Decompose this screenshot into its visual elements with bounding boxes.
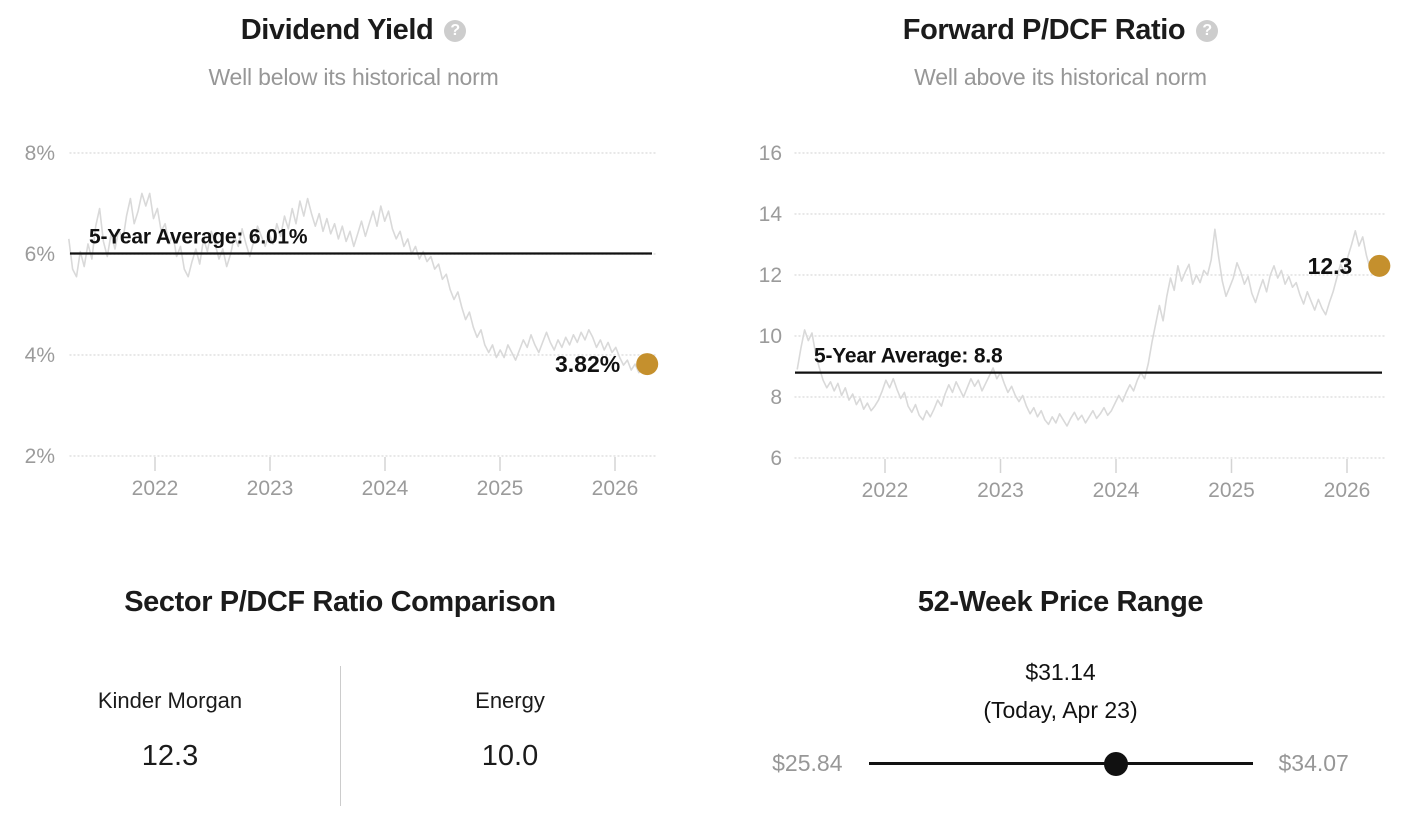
current-value-label: 3.82% [555, 351, 620, 377]
price-range-panel: 52-Week Price Range $31.14 (Today, Apr 2… [707, 570, 1414, 826]
x-axis-label: 2025 [477, 477, 524, 500]
sector-column: Energy 10.0 [340, 664, 680, 773]
dividend-yield-header: Dividend Yield ? [0, 14, 707, 47]
y-axis-label: 8 [770, 386, 782, 409]
help-icon[interactable]: ? [1196, 19, 1219, 42]
price-range-title: 52-Week Price Range [917, 586, 1204, 618]
current-price: $31.14 [1025, 659, 1096, 685]
x-axis-label: 2026 [1324, 479, 1371, 502]
forward-pdcf-line [796, 228, 1379, 427]
y-axis-label: 10 [759, 325, 782, 348]
dividend-yield-current-dot [636, 353, 659, 376]
forward-pdcf-chart: 16 14 12 10 8 6 2022 2023 2024 2025 2026 5-Year Ave… [759, 142, 1391, 502]
forward-pdcf-title: Forward P/DCF Ratio [902, 14, 1186, 46]
y-axis-label: 12 [759, 264, 782, 287]
range-track [868, 751, 1253, 776]
range-low-label: $25.84 [772, 750, 843, 776]
current-price-date: (Today, Apr 23) [983, 697, 1138, 723]
y-axis-label: 14 [759, 203, 783, 226]
dividend-yield-subtitle: Well below its historical norm [208, 64, 499, 90]
average-label: 5-Year Average: 6.01% [89, 225, 308, 248]
x-axis-label: 2024 [362, 477, 409, 500]
y-axis-label: 16 [759, 142, 782, 165]
x-axis-label: 2022 [862, 479, 909, 502]
y-axis-label: 6 [770, 447, 782, 470]
current-value-label: 12.3 [1308, 253, 1353, 279]
average-label: 5-Year Average: 8.8 [814, 345, 1003, 368]
dividend-yield-chart: 8% 6% 4% 2% 2022 2023 2024 2025 2026 5-Year Avera… [25, 142, 659, 500]
current-price-marker [1103, 751, 1128, 776]
forward-pdcf-panel: Forward P/DCF Ratio ? Well above its his… [707, 0, 1414, 540]
dividend-yield-title: Dividend Yield [240, 14, 434, 46]
sector-comparison-columns: Kinder Morgan 12.3 Energy 10.0 [0, 664, 680, 773]
y-axis-label: 6% [25, 243, 55, 266]
x-axis-label: 2024 [1093, 479, 1140, 502]
forward-pdcf-current-dot [1368, 254, 1391, 277]
sector-label: Energy [475, 688, 545, 713]
dividend-yield-line [68, 192, 648, 374]
range-high-label: $34.07 [1278, 750, 1349, 776]
help-icon[interactable]: ? [444, 19, 467, 42]
forward-pdcf-subtitle: Well above its historical norm [914, 64, 1207, 90]
x-axis-label: 2026 [592, 477, 639, 500]
x-axis-label: 2022 [132, 477, 179, 500]
y-axis-label: 8% [25, 142, 55, 165]
x-axis-label: 2025 [1208, 479, 1255, 502]
company-value: 12.3 [141, 740, 199, 772]
forward-pdcf-header: Forward P/DCF Ratio ? [707, 14, 1414, 47]
y-axis-label: 4% [25, 344, 55, 367]
price-range-slider: $25.84 $34.07 [707, 750, 1414, 777]
dividend-yield-panel: Dividend Yield ? Well below its historic… [0, 0, 707, 540]
company-column: Kinder Morgan 12.3 [0, 664, 340, 773]
x-axis-label: 2023 [247, 477, 294, 500]
sector-value: 10.0 [481, 740, 539, 772]
company-label: Kinder Morgan [97, 688, 243, 713]
sector-comparison-title: Sector P/DCF Ratio Comparison [124, 586, 556, 618]
x-axis-label: 2023 [977, 479, 1024, 502]
y-axis-label: 2% [25, 445, 55, 468]
column-divider [340, 666, 341, 806]
sector-comparison-panel: Sector P/DCF Ratio Comparison Kinder Mor… [0, 570, 707, 826]
